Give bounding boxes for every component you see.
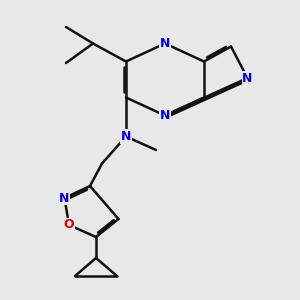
Text: N: N [59,191,70,205]
Text: O: O [64,218,74,232]
Text: N: N [121,130,131,143]
Text: N: N [160,109,170,122]
Text: N: N [242,71,253,85]
Text: N: N [160,37,170,50]
